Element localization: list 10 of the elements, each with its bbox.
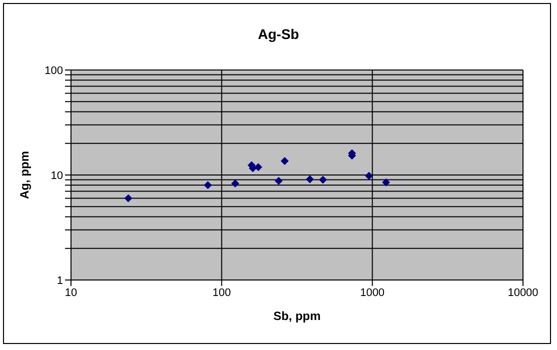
x-tick-label: 100: [212, 286, 231, 299]
x-tick-label: 1000: [360, 286, 385, 299]
y-axis-title: Ag, ppm: [17, 151, 32, 199]
x-tick-label: 10: [64, 286, 78, 299]
y-tick-label: 10: [50, 170, 63, 182]
x-axis-title: Sb, ppm: [273, 309, 321, 323]
chart-title: Ag-Sb: [256, 26, 300, 42]
x-tick-label: 10000: [508, 286, 538, 299]
y-tick-label: 100: [44, 64, 63, 77]
y-tick-label: 1: [56, 274, 63, 287]
